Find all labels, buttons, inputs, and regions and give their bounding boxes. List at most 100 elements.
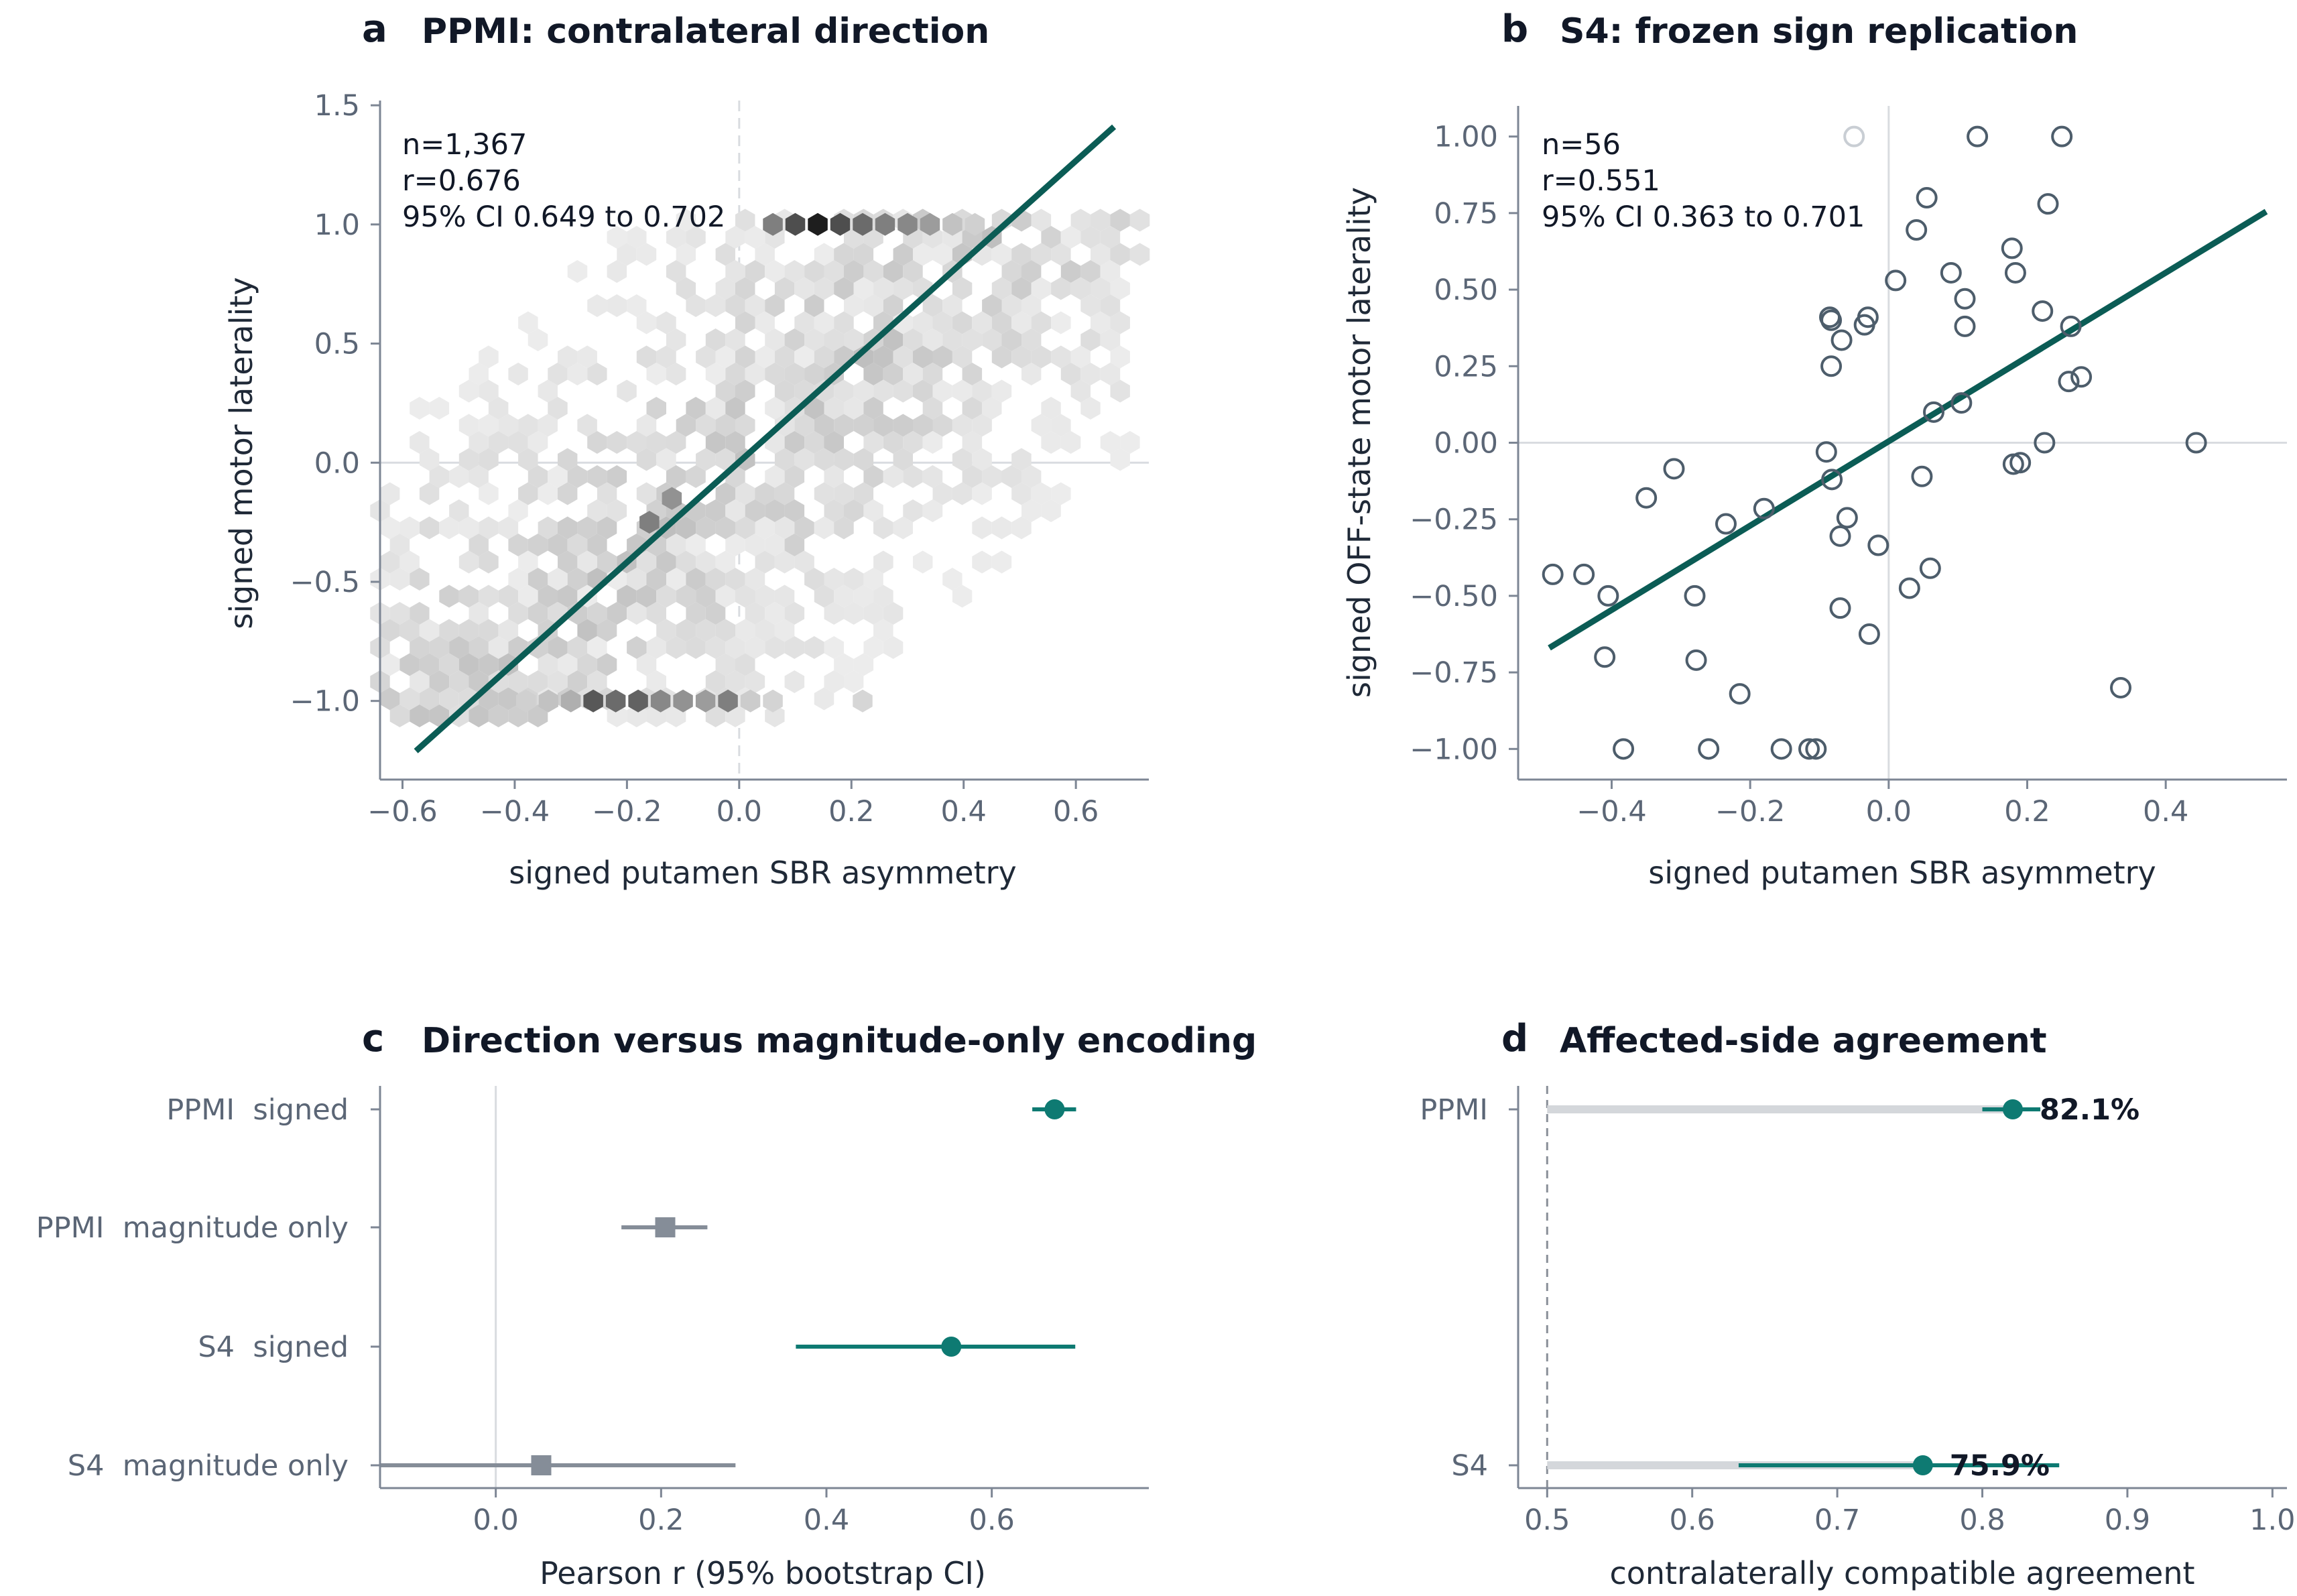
point-estimate [1912, 1455, 1933, 1475]
hexbin-cell [824, 568, 844, 591]
hexbin-cell [696, 345, 716, 369]
value-label: 75.9% [1950, 1449, 2050, 1483]
hexbin-cell [705, 328, 726, 351]
hexbin-cell [962, 363, 983, 385]
hexbin-cell [558, 516, 578, 540]
hexbin-cell [429, 465, 450, 488]
hexbin-cell [498, 414, 519, 437]
data-point [1923, 401, 1944, 423]
hexbin-cell [419, 448, 440, 471]
hexbin-cell [538, 689, 558, 713]
hexbin-cell [853, 653, 874, 676]
hexbin-cell [784, 260, 805, 283]
hexbin-cell [567, 363, 588, 385]
hexbin-cell [617, 379, 637, 403]
hexbin-cell [814, 448, 834, 471]
hexbin-cell [508, 534, 528, 556]
hexbin-cell [844, 397, 864, 420]
hexbin-cell [784, 602, 805, 625]
y-tick-label: −1.00 [1410, 733, 1498, 766]
hexbin-cell [1011, 311, 1032, 334]
hexbin-cell [567, 260, 588, 283]
hexbin-cell [479, 379, 499, 403]
y-tick-label: −0.50 [1410, 580, 1498, 613]
hexbin-cell [1031, 345, 1052, 369]
hexbin-cell [1080, 328, 1101, 351]
data-point [1684, 585, 1706, 607]
hexbin-cell [774, 619, 795, 642]
data-point [1830, 329, 1853, 351]
hexbin-cell [853, 689, 873, 713]
hexbin-cell [824, 602, 844, 625]
hexbin-cell [922, 431, 943, 454]
hexbin-cell [725, 397, 745, 420]
hexbin-cell [774, 448, 795, 471]
hexbin-cell [844, 260, 864, 283]
hexbin-cell [1110, 243, 1130, 266]
hexbin-cell [518, 550, 538, 574]
panel-b-letter: b [1501, 7, 1528, 51]
hexbin-cell [577, 550, 597, 574]
hexbin-cell [380, 550, 400, 574]
hexbin-cell [883, 465, 904, 488]
data-point [1853, 314, 1875, 336]
data-point [2051, 125, 2073, 147]
hexbin-cell [962, 465, 983, 488]
hexbin-cell [942, 328, 963, 351]
x-tick-label: 0.0 [1866, 795, 1912, 828]
hexbin-cell [617, 585, 637, 608]
hexbin-cell [410, 397, 430, 420]
hexbin-cell [538, 516, 558, 540]
hexbin-cell [834, 379, 854, 403]
hexbin-cell [834, 482, 854, 505]
panel-a-fit [414, 124, 1117, 753]
hexbin-cell [399, 619, 420, 642]
hexbin-cell [844, 602, 864, 625]
hexbin-cell [636, 345, 657, 369]
hexbin-cell [458, 414, 479, 437]
hexbin-cell [1070, 208, 1091, 232]
hexbin-cell [605, 689, 626, 713]
hexbin-cell [972, 448, 992, 471]
hexbin-cell [1051, 243, 1071, 266]
hexbin-cell [558, 653, 578, 676]
hexbin-cell [1021, 465, 1042, 488]
hexbin-cell [1129, 208, 1150, 232]
hexbin-cell [1110, 277, 1130, 300]
hexbin-cell [410, 602, 430, 625]
hexbin-cell [1001, 260, 1021, 283]
hexbin-cell [755, 243, 775, 266]
hexbin-cell [853, 379, 874, 403]
hexbin-cell [863, 363, 883, 385]
hexbin-cell [696, 414, 716, 437]
hexbin-cell [458, 516, 479, 540]
data-point [1954, 288, 1976, 310]
hexbin-cell [922, 363, 943, 385]
hexbin-cell [469, 636, 489, 659]
hexbin-cell [863, 260, 883, 283]
hexbin-cell [715, 482, 735, 505]
hexbin-cell [834, 243, 854, 266]
hexbin-cell [1060, 363, 1081, 385]
hexbin-cell [538, 585, 558, 608]
x-tick-label: 0.2 [638, 1503, 684, 1537]
hexbin-cell [686, 226, 706, 249]
hexbin-cell [972, 550, 992, 574]
panel-c-rows: PPMI signed PPMI magnitude only S4 signed S… [36, 1093, 1076, 1483]
hexbin-cell [755, 619, 775, 642]
hexbin-cell [932, 311, 952, 334]
x-tick-label: 1.0 [2249, 1503, 2295, 1537]
hexbin-cell [439, 687, 459, 711]
hexbin-cell [1001, 328, 1021, 351]
hexbin-cell [735, 482, 755, 505]
data-point [2060, 315, 2082, 337]
hexbin-cell [656, 311, 676, 334]
hexbin-cell [587, 431, 607, 454]
hexbin-cell [527, 431, 548, 454]
hexbin-cell [715, 448, 735, 471]
hexbin-cell [755, 585, 775, 608]
hexbin-cell [577, 653, 597, 676]
hexbin-cell [952, 379, 973, 403]
hexbin-cell [1031, 311, 1052, 334]
hexbin-cell [1060, 260, 1081, 283]
